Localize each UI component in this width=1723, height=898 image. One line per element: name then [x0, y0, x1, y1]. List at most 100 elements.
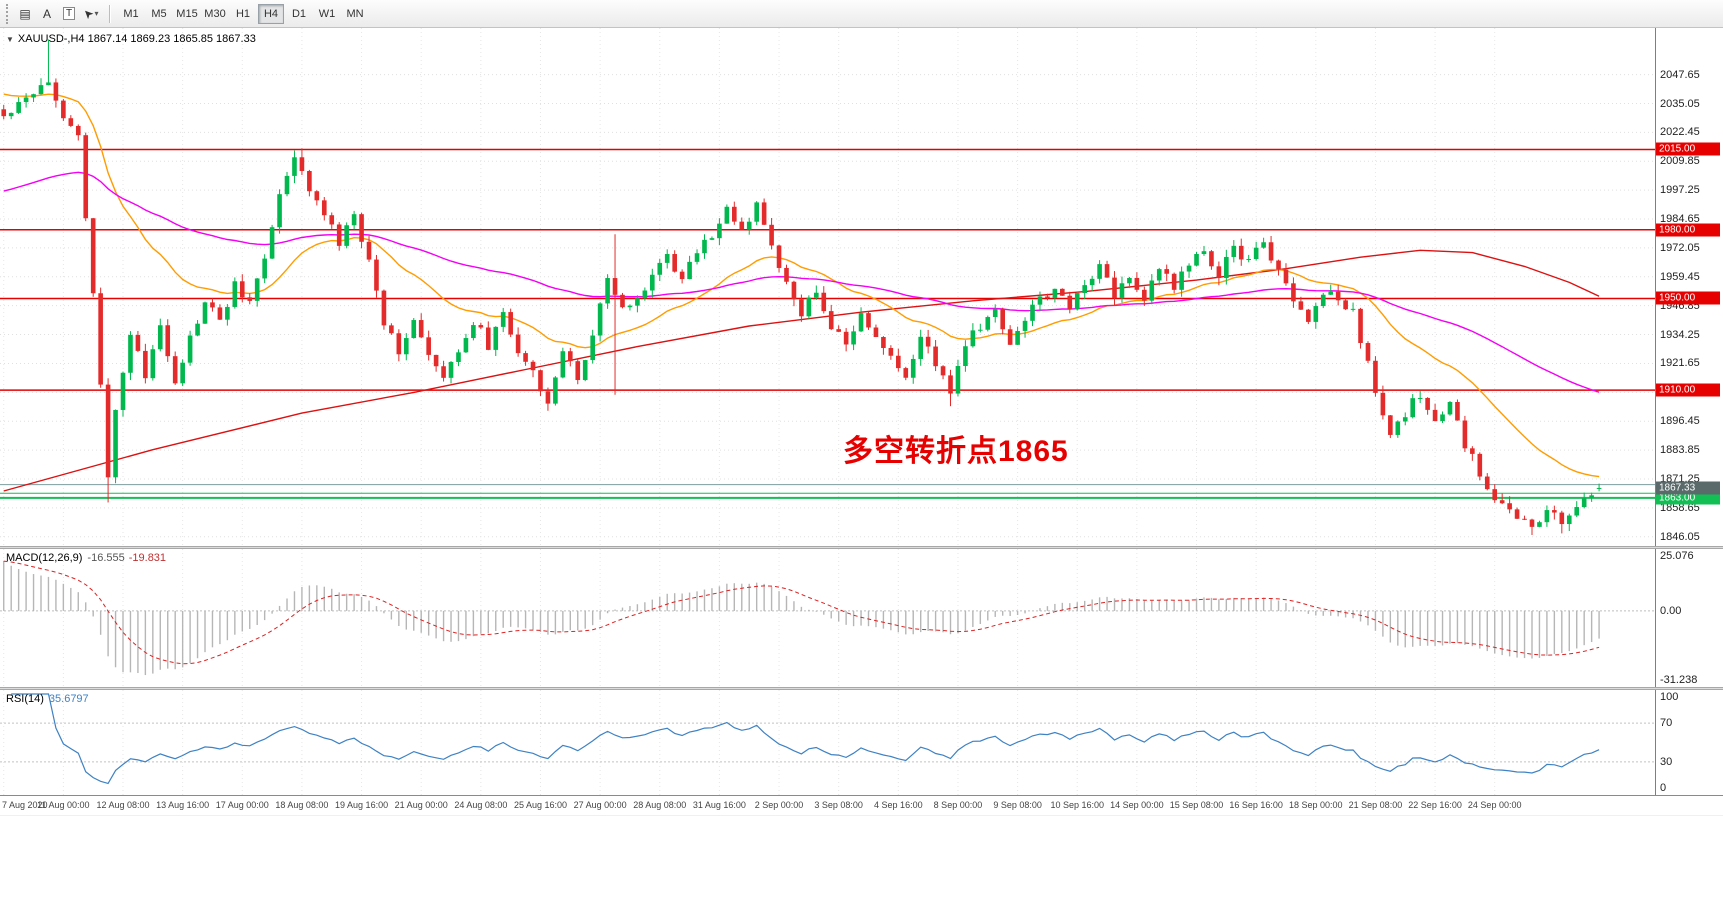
ma-magenta-line [3, 171, 1600, 393]
rsi-tick-label: 30 [1660, 755, 1673, 768]
price-tick-label: 2022.45 [1660, 126, 1700, 139]
empty-area [0, 816, 1723, 898]
rsi-label: RSI(14) 35.6797 [6, 693, 89, 705]
dropdown-caret-icon: ▾ [94, 9, 99, 18]
time-label: 21 Aug 00:00 [394, 800, 448, 810]
time-label: 2 Sep 00:00 [754, 800, 804, 810]
drawing-tools-group: ▤ A T ➤ ▾ [14, 3, 102, 25]
time-label: 9 Sep 08:00 [993, 800, 1042, 810]
time-label: 18 Aug 08:00 [275, 800, 329, 810]
time-label: 16 Sep 16:00 [1229, 800, 1283, 810]
price-line-tag[interactable]: 2015.00 [1656, 142, 1720, 156]
price-chart-panel[interactable]: ▼ XAUUSD-,H4 1867.14 1869.23 1865.85 1867… [0, 28, 1723, 546]
price-tick-label: 1934.25 [1660, 328, 1700, 341]
time-label: 25 Aug 16:00 [513, 800, 567, 810]
macd-indicator-name: MACD(12,26,9) [6, 552, 83, 564]
time-label: 7 Aug 2020 [2, 800, 48, 810]
timeframe-w1-button[interactable]: W1 [318, 7, 336, 20]
time-label: 12 Aug 08:00 [96, 800, 150, 810]
time-label: 10 Sep 16:00 [1050, 800, 1105, 810]
long-ma-red-line [3, 249, 1600, 492]
ma-orange-line [3, 93, 1600, 478]
time-label: 27 Aug 00:00 [573, 800, 627, 810]
macd-tick-label: 0.00 [1660, 604, 1682, 617]
price-tick-label: 1921.65 [1660, 357, 1700, 370]
macd-tick-label: 25.076 [1660, 550, 1694, 562]
time-label: 11 Aug 00:00 [37, 800, 90, 810]
timeframe-d1-button[interactable]: D1 [291, 7, 307, 20]
rsi-tick-label: 70 [1660, 717, 1673, 730]
price-tick-label: 1997.25 [1660, 184, 1700, 197]
price-tick-label: 1972.05 [1660, 241, 1700, 254]
timeframe-m1-button[interactable]: M1 [123, 7, 139, 20]
timeframe-h1-button[interactable]: H1 [235, 7, 251, 20]
macd-signal-line [3, 560, 1600, 665]
price-line-tag[interactable]: 1980.00 [1656, 223, 1720, 237]
time-label: 18 Sep 00:00 [1289, 800, 1343, 810]
rsi-indicator-name: RSI(14) [6, 693, 44, 705]
grid-layer [0, 28, 1655, 546]
collapse-triangle-icon[interactable]: ▼ [6, 35, 14, 44]
macd-canvas[interactable] [0, 549, 1655, 687]
time-label: 4 Sep 16:00 [874, 800, 923, 810]
price-tick-label: 1896.45 [1660, 415, 1700, 428]
rsi-scale[interactable]: 100 70 30 0 [1655, 690, 1723, 795]
time-label: 17 Aug 00:00 [215, 800, 269, 810]
time-label: 13 Aug 16:00 [156, 800, 210, 810]
timeframe-m15-button[interactable]: M15 [176, 7, 198, 20]
last-price-tag: 1867.33 [1656, 481, 1720, 495]
timeframes-group: M1 M5 M15 M30 H1 H4 D1 W1 MN [117, 3, 369, 24]
panel-resize-handle[interactable] [0, 687, 1723, 690]
macd-scale[interactable]: 25.076 0.00 -31.238 [1655, 549, 1723, 687]
price-tick-label: 2009.85 [1660, 155, 1700, 168]
time-label: 3 Sep 08:00 [814, 800, 863, 810]
price-line-tag[interactable]: 1910.00 [1656, 383, 1720, 397]
text-annotation-icon[interactable]: A [42, 6, 51, 21]
price-scale[interactable]: 2047.65 2035.05 2022.45 2009.85 1997.25 1984.… [1655, 28, 1723, 546]
rsi-tick-label: 100 [1660, 691, 1679, 703]
text-label-icon[interactable]: T [58, 3, 80, 25]
macd-tick-label: -31.238 [1660, 674, 1698, 686]
macd-signal-value: -19.831 [128, 552, 167, 564]
price-tick-label: 1846.05 [1660, 530, 1700, 543]
price-tick-label: 1959.45 [1660, 270, 1700, 283]
rsi-canvas[interactable] [0, 690, 1655, 795]
macd-main-value: -16.555 [87, 552, 125, 564]
annotation-text[interactable]: 多空转折点1865 [843, 435, 1069, 468]
price-chart-canvas[interactable] [0, 28, 1655, 546]
chart-title-text: XAUUSD-,H4 1867.14 1869.23 1865.85 1867.… [17, 33, 256, 45]
time-label: 14 Sep 00:00 [1110, 800, 1164, 810]
macd-label: MACD(12,26,9) -16.555 -19.831 [6, 552, 166, 564]
price-tick-label: 1984.65 [1660, 213, 1700, 226]
pointer-tool-icon[interactable]: ➤ ▾ [79, 4, 99, 23]
time-axis[interactable]: 7 Aug 2020 11 Aug 00:00 12 Aug 08:00 13 Aug… [0, 795, 1723, 815]
time-label: 15 Sep 08:00 [1169, 800, 1224, 810]
toolbar-separator [109, 4, 110, 23]
rsi-panel[interactable]: RSI(14) 35.6797 100 70 30 0 [0, 690, 1723, 795]
time-label: 21 Sep 08:00 [1348, 800, 1403, 810]
timeframe-mn-button[interactable]: MN [346, 7, 364, 20]
time-label: 22 Sep 16:00 [1408, 800, 1462, 810]
toolbar-grip[interactable] [6, 3, 9, 24]
chart-window-icon[interactable]: ▤ [19, 6, 31, 21]
timeframe-h4-button[interactable]: H4 [258, 3, 284, 24]
time-label: 24 Sep 00:00 [1467, 800, 1522, 810]
time-label: 19 Aug 16:00 [335, 800, 389, 810]
price-tick-label: 1883.85 [1660, 444, 1700, 457]
chart-title: ▼ XAUUSD-,H4 1867.14 1869.23 1865.85 1867… [6, 33, 256, 45]
macd-histogram [3, 561, 1600, 676]
timeframe-m30-button[interactable]: M30 [204, 7, 226, 20]
price-line-tag[interactable]: 1863.00 [1656, 491, 1720, 505]
price-line-tag[interactable]: 1950.00 [1656, 291, 1720, 305]
timeframe-m5-button[interactable]: M5 [151, 7, 167, 20]
price-tick-label: 1858.65 [1660, 501, 1700, 514]
time-label: 8 Sep 00:00 [933, 800, 983, 810]
price-tick-label: 2047.65 [1660, 68, 1700, 81]
macd-panel[interactable]: MACD(12,26,9) -16.555 -19.831 25.076 0.00 -3… [0, 549, 1723, 687]
rsi-line [11, 693, 1600, 785]
time-label: 24 Aug 08:00 [454, 800, 508, 810]
panel-resize-handle[interactable] [0, 546, 1723, 549]
rsi-value: 35.6797 [48, 693, 89, 705]
main-toolbar: ▤ A T ➤ ▾ M1 M5 M15 M30 H1 H4 D1 W1 MN [0, 0, 1723, 28]
